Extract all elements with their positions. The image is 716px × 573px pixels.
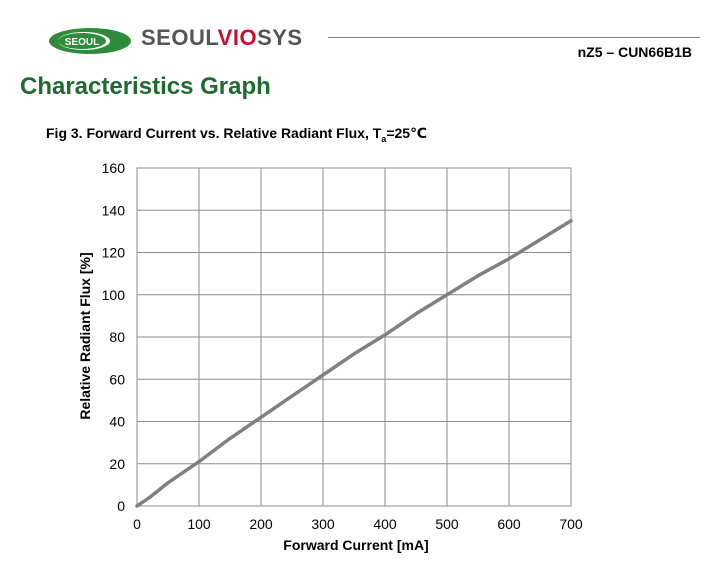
plot-area-border	[136, 167, 572, 507]
x-tick-label: 0	[133, 516, 141, 532]
logo-oval-text: SEOUL	[65, 37, 99, 48]
y-tick-label: 140	[102, 202, 126, 218]
model-number: nZ5 – CUN66B1B	[577, 44, 692, 60]
radiant-flux-chart: 0 100 200 300 400 500 600 700 0 20 40 60 80 100 120 140…	[77, 160, 583, 553]
caption-subscript: a	[381, 133, 387, 144]
y-tick-label: 0	[117, 498, 125, 514]
y-tick-label: 100	[102, 287, 126, 303]
x-tick-label: 400	[373, 516, 397, 532]
caption-suffix: =25℃	[386, 125, 428, 141]
brand-name-seoul: SEOUL	[141, 25, 218, 50]
chart-series	[135, 219, 573, 508]
header-divider	[328, 37, 700, 38]
x-tick-label: 600	[497, 516, 521, 532]
x-tick-label: 700	[559, 516, 583, 532]
x-axis-label: Forward Current [mA]	[283, 537, 428, 553]
brand-name-sys: SYS	[257, 25, 303, 50]
y-tick-label: 60	[109, 371, 125, 387]
x-tick-label: 500	[435, 516, 459, 532]
y-tick-label: 80	[109, 329, 125, 345]
y-tick-label: 160	[102, 160, 126, 176]
caption-prefix: Fig 3. Forward Current vs. Relative Radi…	[46, 125, 382, 141]
series-line	[135, 219, 573, 508]
chart-ticks: 0 100 200 300 400 500 600 700 0 20 40 60 80 100 120 140…	[102, 160, 583, 532]
x-tick-label: 300	[311, 516, 335, 532]
brand-name-vio: VIO	[217, 25, 258, 50]
x-tick-label: 200	[249, 516, 273, 532]
y-axis-label: Relative Radiant Flux [%]	[77, 252, 93, 419]
section-title: Characteristics Graph	[20, 73, 271, 100]
x-tick-label: 100	[187, 516, 211, 532]
y-tick-label: 20	[109, 456, 125, 472]
y-tick-label: 120	[102, 245, 126, 261]
seoul-logo-icon: SEOUL	[49, 28, 131, 54]
header: SEOUL SEOULVIOSYS nZ5 – CUN66B1B	[0, 0, 716, 70]
y-tick-label: 40	[109, 414, 125, 430]
figure-caption: Fig 3. Forward Current vs. Relative Radi…	[46, 125, 427, 144]
brand-logo-text: SEOULVIOSYS	[141, 25, 303, 51]
chart-grid	[136, 167, 572, 507]
